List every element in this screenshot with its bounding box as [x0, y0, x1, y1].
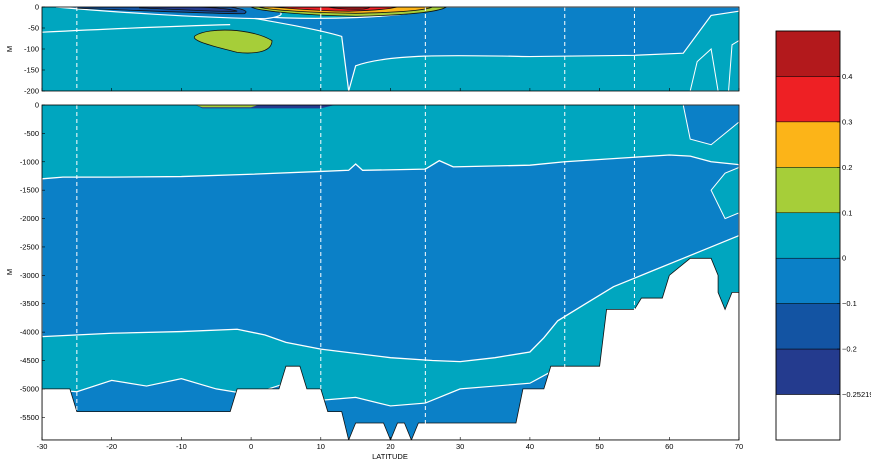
x-tick-label: -30 — [37, 442, 48, 451]
x-tick-label: 20 — [386, 442, 394, 451]
colorbar-segment — [775, 121, 841, 168]
bottom-ne-blue — [682, 105, 739, 146]
top-panel-contours — [42, 7, 739, 91]
top-panel: 0 -50 -100 -150 -200 — [24, 3, 740, 96]
colorbar-tick-label: 0.4 — [842, 72, 852, 81]
y-tick-label-top: 0 — [35, 3, 39, 12]
y-tick-label-top: -150 — [24, 66, 39, 75]
colorbar-tick-label: 0.3 — [842, 117, 852, 126]
top-contour-line — [42, 24, 231, 33]
x-tick-label: 30 — [456, 442, 464, 451]
y-tick-label-bottom: -1000 — [20, 157, 39, 166]
x-axis-label: LATITUDE — [372, 452, 408, 461]
y-tick-label-bottom: -5500 — [20, 413, 39, 422]
colorbar-segment — [775, 30, 841, 77]
x-axis: -30 -20 -10 0 10 20 30 40 50 60 70 — [37, 88, 743, 451]
y-tick-label-bottom: -3000 — [20, 271, 39, 280]
y-tick-label-bottom: -3500 — [20, 299, 39, 308]
top-green-lens — [193, 29, 273, 54]
y-tick-label-bottom: -4000 — [20, 328, 39, 337]
y-tick-label-top: -50 — [28, 24, 39, 33]
y-axis-label-top: M — [5, 46, 14, 52]
top-midblue-region — [237, 7, 739, 91]
x-tick-label: -10 — [176, 442, 187, 451]
x-tick-label: -20 — [106, 442, 117, 451]
colorbar-frame — [775, 30, 841, 441]
x-tick-label: 10 — [317, 442, 325, 451]
y-tick-label-bottom: -500 — [24, 129, 39, 138]
y-tick-label-top: -100 — [24, 45, 39, 54]
colorbar-segment — [775, 212, 841, 259]
colorbar-segment — [775, 394, 841, 441]
x-tick-label: 50 — [595, 442, 603, 451]
colorbar-tick-label: 0.1 — [842, 208, 852, 217]
top-teal-patch — [689, 48, 719, 91]
bottom-panel: 0 -500 -1000 -1500 -2000 -2500 -3000 -3500 -4000… — [20, 101, 740, 441]
colorbar-segment — [775, 348, 841, 395]
x-tick-label: 60 — [665, 442, 673, 451]
colorbar-tick-label: −0.1 — [842, 299, 857, 308]
x-tick-label: 70 — [735, 442, 743, 451]
top-teal-patch-east — [728, 40, 739, 91]
y-tick-label-bottom: -2500 — [20, 242, 39, 251]
y-tick-label-bottom: -2000 — [20, 214, 39, 223]
colorbar-tick-label: 0.2 — [842, 163, 852, 172]
y-tick-label-bottom: 0 — [35, 101, 39, 110]
colorbar-tick-label: −0.2 — [842, 345, 857, 354]
colorbar-segment — [775, 257, 841, 304]
y-axis-label-bottom: M — [5, 269, 14, 275]
x-tick-label: 0 — [249, 442, 253, 451]
y-tick-label-bottom: -1500 — [20, 186, 39, 195]
y-tick-label-top: -200 — [24, 87, 39, 96]
colorbar-segment — [775, 76, 841, 123]
bottom-surface-green — [195, 105, 259, 108]
colorbar-tick-label: 0 — [842, 254, 846, 263]
colorbar: 0.4 0.3 0.2 0.1 0 −0.1 −0.2 −0.25219 — [775, 30, 871, 441]
bottom-ne-teal — [710, 166, 739, 220]
y-tick-label-bottom: -4500 — [20, 356, 39, 365]
colorbar-tick-label: −0.25219 — [842, 390, 871, 399]
colorbar-segment — [775, 167, 841, 214]
y-tick-label-bottom: -5000 — [20, 384, 39, 393]
x-tick-label: 40 — [526, 442, 534, 451]
colorbar-segment — [775, 303, 841, 350]
